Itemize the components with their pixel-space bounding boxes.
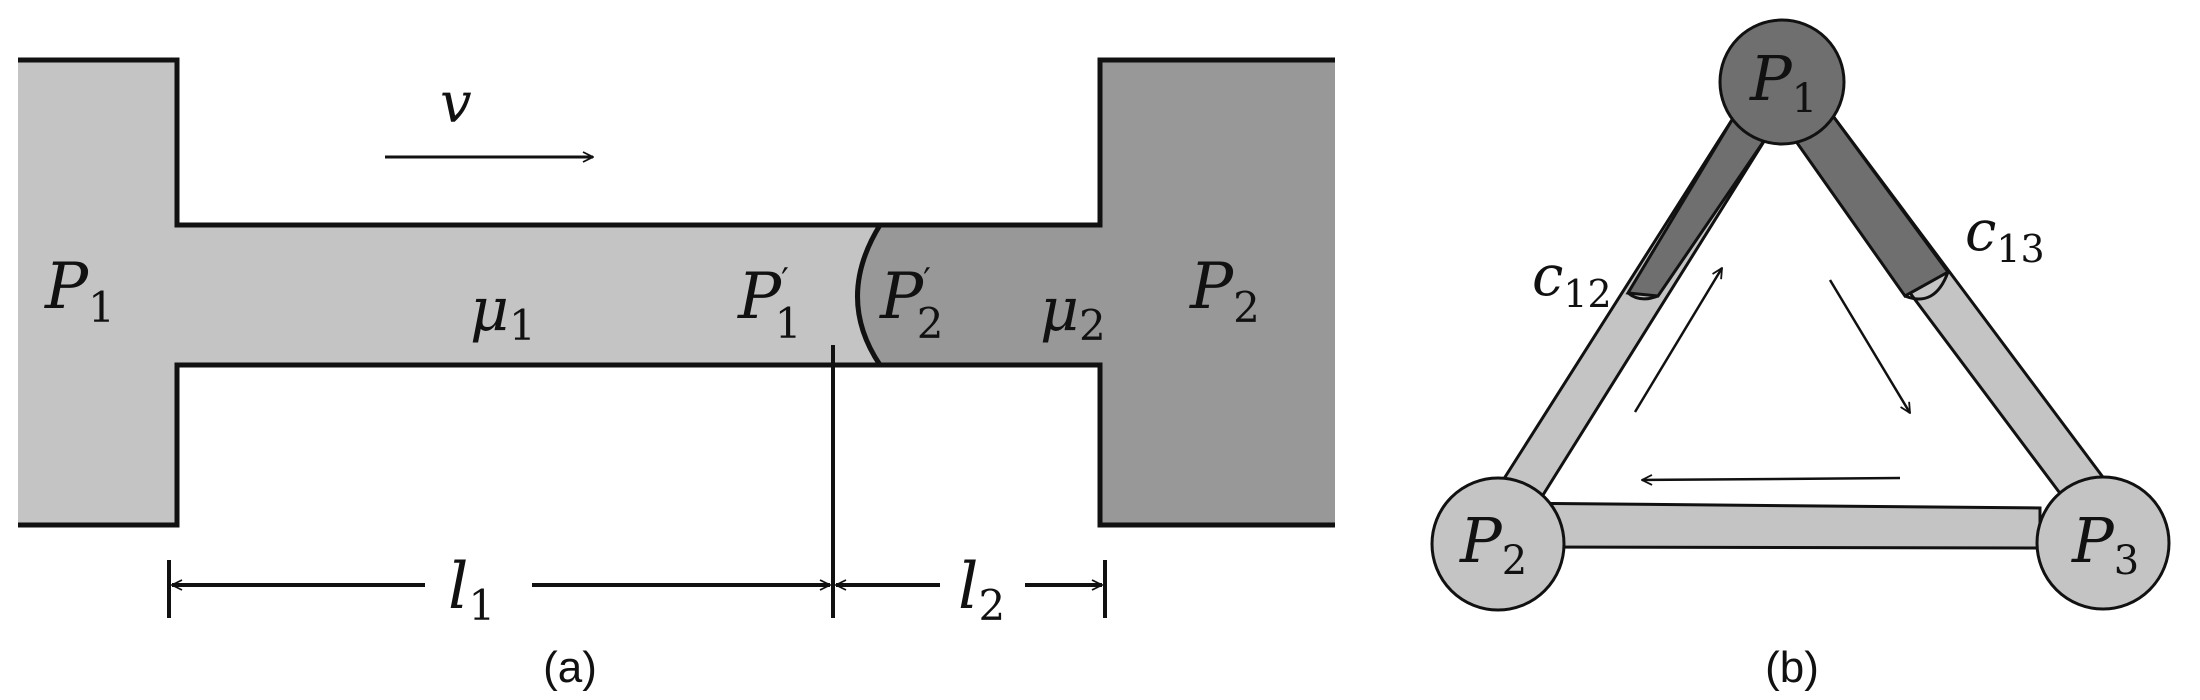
length-2-label: l2: [958, 550, 1005, 630]
velocity-label: v: [440, 71, 472, 136]
meniscus-interface: [855, 223, 883, 367]
channel-12-dark-fluid: [1625, 112, 1771, 298]
interface-pressure-1-label: P′ 1: [737, 260, 802, 348]
node-p2: [1430, 476, 1566, 612]
node-p3: [2035, 475, 2171, 611]
channel-outline-top: [18, 57, 1335, 228]
channel-13-meniscus: [1904, 271, 1950, 301]
left-reservoir: [18, 60, 880, 525]
flow-arrow-down: [1828, 279, 1912, 413]
interface-pressure-2-label: P′ 2: [879, 260, 944, 348]
channel-12-label: c12: [1532, 244, 1612, 316]
panel-a-caption: (a): [543, 643, 597, 692]
panel-b-caption: (b): [1765, 643, 1819, 692]
channel-13-dark-fluid: [1785, 110, 1951, 298]
node-p3-label: P3: [2071, 504, 2139, 584]
node-p2-label: P2: [1459, 504, 1527, 584]
channel-12-meniscus: [1627, 291, 1659, 301]
fluid-1-viscosity-label: μ1: [470, 275, 536, 350]
fluid-2-viscosity-label: μ2: [1040, 275, 1106, 350]
left-pressure-label: P1: [44, 250, 115, 332]
node-p1-label: P1: [1749, 42, 1817, 122]
right-pressure-label: P2: [1189, 250, 1260, 332]
panel-b: P1 P2 P3 c12 c13 (b): [1430, 18, 2171, 692]
panel-a: v P1 μ1 P′ 1 P′ 2 μ2 P2: [18, 57, 1335, 692]
node-p1: [1718, 18, 1846, 146]
length-1-label: l1: [448, 550, 495, 630]
flow-arrow-left: [1642, 478, 1901, 480]
flow-arrow-up: [1633, 268, 1724, 413]
channel-23: [1498, 501, 2042, 550]
channel-13-label: c13: [1965, 199, 2045, 271]
right-reservoir: [857, 60, 1335, 525]
channel-outline-bottom: [18, 362, 1335, 528]
